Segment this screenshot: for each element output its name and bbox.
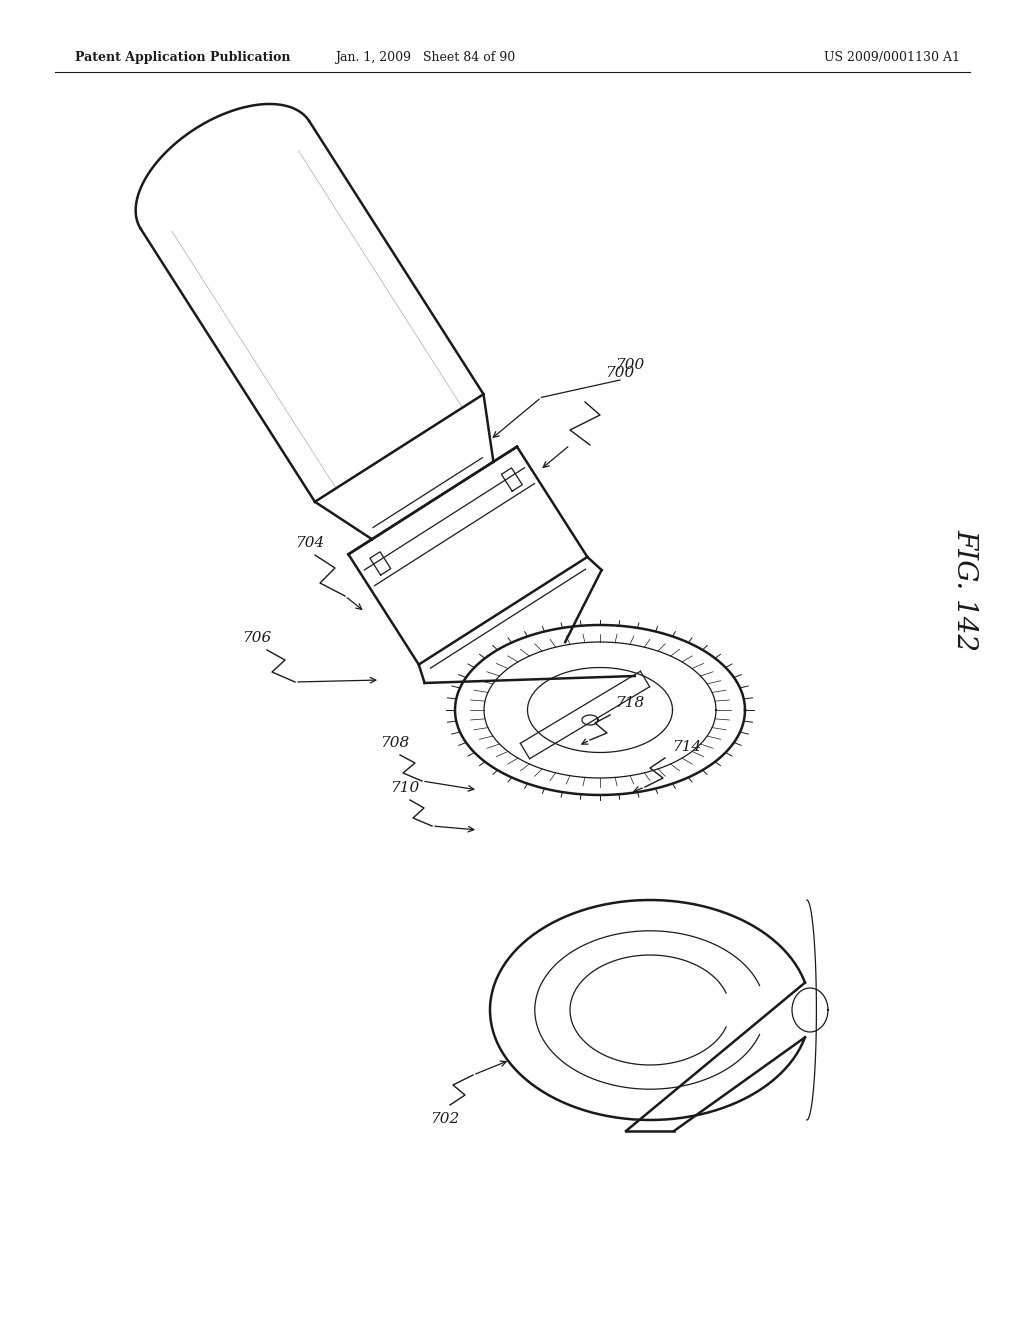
- Text: US 2009/0001130 A1: US 2009/0001130 A1: [824, 51, 961, 65]
- Text: Patent Application Publication: Patent Application Publication: [75, 51, 291, 65]
- Text: 708: 708: [380, 737, 410, 750]
- Text: 704: 704: [295, 536, 325, 550]
- Text: 700: 700: [605, 366, 635, 380]
- Text: 702: 702: [430, 1111, 460, 1126]
- Text: 718: 718: [615, 696, 644, 710]
- Text: 706: 706: [243, 631, 271, 645]
- Text: 710: 710: [390, 781, 420, 795]
- Text: 714: 714: [672, 741, 701, 754]
- Text: 700: 700: [615, 358, 644, 372]
- Text: Jan. 1, 2009   Sheet 84 of 90: Jan. 1, 2009 Sheet 84 of 90: [335, 51, 515, 65]
- Text: FIG. 142: FIG. 142: [951, 529, 979, 651]
